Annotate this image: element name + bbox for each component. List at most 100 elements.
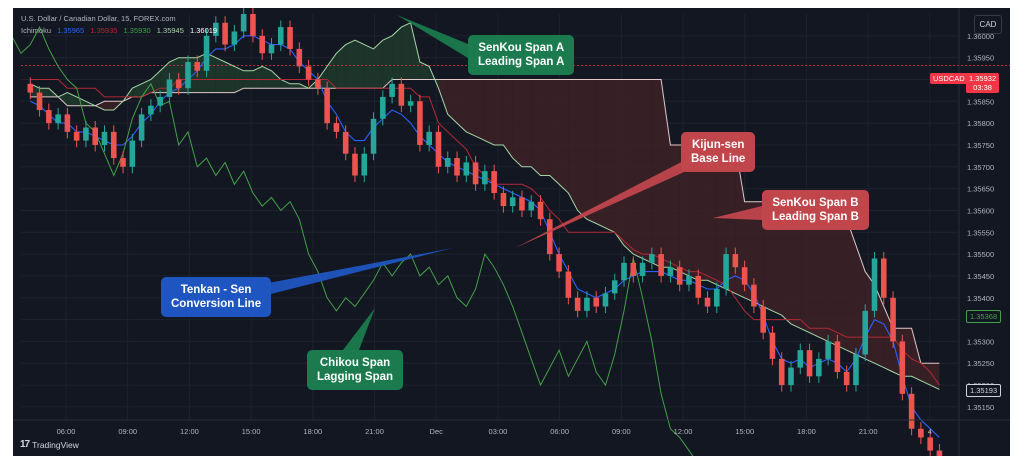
cloud-segment [457, 79, 467, 132]
candle [778, 358, 785, 386]
cloud-segment [410, 22, 420, 80]
candle [695, 275, 702, 298]
x-tick-label: 4 [928, 427, 932, 436]
y-tick-label: 1.35150 [967, 403, 994, 412]
current-price-tag: 1.35932 03:38 [966, 73, 1000, 93]
price-tag-symbol: USDCAD [933, 74, 965, 83]
x-tick-label: 09:00 [612, 427, 631, 436]
current-price-value: 1.35932 [969, 74, 997, 83]
x-tick-label: 06:00 [57, 427, 76, 436]
cloud-segment [559, 79, 569, 193]
candle [788, 367, 794, 386]
cloud-segment [215, 57, 226, 93]
currency-button[interactable]: CAD [974, 15, 1002, 34]
candle [64, 114, 71, 132]
indicator-value-chikou: 1.35930 [123, 26, 151, 35]
candle [287, 27, 293, 49]
callout-kijun-line2: Base Line [691, 153, 746, 165]
candle [843, 371, 850, 386]
bar-countdown: 03:38 [973, 83, 992, 92]
candle [83, 127, 89, 141]
candle [129, 140, 136, 167]
candle [741, 267, 748, 285]
y-tick-label: 1.35500 [967, 250, 994, 259]
candle [398, 83, 405, 106]
candle [918, 428, 924, 438]
y-tick-label: 1.35750 [967, 141, 994, 150]
cloud-segment [132, 83, 142, 97]
candle [380, 96, 386, 119]
candle [185, 62, 191, 89]
candle [148, 105, 154, 115]
candle [732, 254, 739, 268]
candle [407, 101, 414, 106]
cloud-segment [772, 201, 782, 316]
cloud-segment [883, 306, 894, 372]
cloud-segment [800, 201, 810, 333]
candle [491, 171, 497, 193]
candle [834, 341, 841, 372]
candle [899, 341, 906, 394]
cloud-segment [503, 79, 513, 159]
cloud-segment [484, 79, 495, 145]
y-tick-label: 1.36000 [967, 32, 994, 41]
cloud-segment [290, 83, 300, 89]
candle [370, 118, 377, 154]
cloud-segment [364, 44, 374, 89]
candle [723, 254, 729, 290]
y-tick-label: 1.35850 [967, 97, 994, 106]
candle [463, 162, 470, 176]
candle [175, 79, 182, 89]
cloud-segment [698, 144, 708, 281]
y-tick-label: 1.35450 [967, 272, 994, 281]
span-a-line [30, 21, 940, 390]
tradingview-icon: 17 [20, 439, 30, 450]
chikou-line [13, 25, 694, 456]
candle [426, 131, 432, 145]
candle [305, 66, 312, 80]
cloud-segment [225, 62, 235, 93]
cloud-segment [837, 210, 847, 351]
cloud-segment [345, 40, 355, 89]
callout-span-b-line1: SenKou Span B [772, 197, 859, 209]
candle [240, 14, 247, 32]
indicator-legend[interactable]: Ichimoku 1.35965 1.35935 1.35930 1.35945… [21, 26, 221, 35]
tradingview-logo[interactable]: 17 TradingView [20, 439, 79, 450]
cloud-segment [475, 79, 485, 141]
cloud-segment [605, 79, 615, 233]
candle [296, 48, 303, 67]
cloud-segment [76, 96, 86, 106]
indicator-value-span-b: 1.36019 [189, 26, 218, 35]
cloud-segment [95, 101, 105, 111]
x-tick-label: 18:00 [797, 427, 816, 436]
candle [435, 131, 442, 167]
candle [584, 297, 590, 311]
callout-span-a: SenKou Span A Leading Span A [468, 35, 575, 75]
ichimoku-chart[interactable]: 1.360001.359501.359001.358501.358001.357… [13, 8, 1010, 456]
x-tick-label: 21:00 [859, 427, 878, 436]
candle [621, 262, 627, 281]
cloud-segment [280, 79, 291, 89]
y-tick-label: 1.35550 [967, 228, 994, 237]
x-tick-label: 12:00 [674, 427, 693, 436]
callout-tenkan: Tenkan - Sen Conversion Line [161, 277, 272, 317]
cloud-segment [679, 144, 689, 276]
indicator-value-tenkan: 1.35965 [57, 26, 85, 35]
candle [537, 201, 544, 220]
callout-chikou-line1: Chikou Span [319, 357, 391, 369]
x-tick-label: 06:00 [550, 427, 569, 436]
cloud-segment [327, 53, 337, 89]
callout-chikou-pointer [343, 308, 375, 350]
y-tick-label: 1.35950 [967, 54, 994, 63]
cloud-segment [818, 201, 829, 342]
candle [138, 114, 145, 141]
cloud-segment [688, 144, 699, 281]
callout-tenkan-pointer [263, 248, 453, 296]
candle [194, 62, 201, 71]
y-tick-label: 1.35650 [967, 185, 994, 194]
span-b-value-tag: 1.35193 [966, 384, 1002, 397]
candle [361, 153, 368, 176]
cloud-segment [568, 79, 578, 211]
callout-chikou: Chikou Span Lagging Span [307, 350, 404, 390]
cloud-segment [373, 40, 383, 89]
